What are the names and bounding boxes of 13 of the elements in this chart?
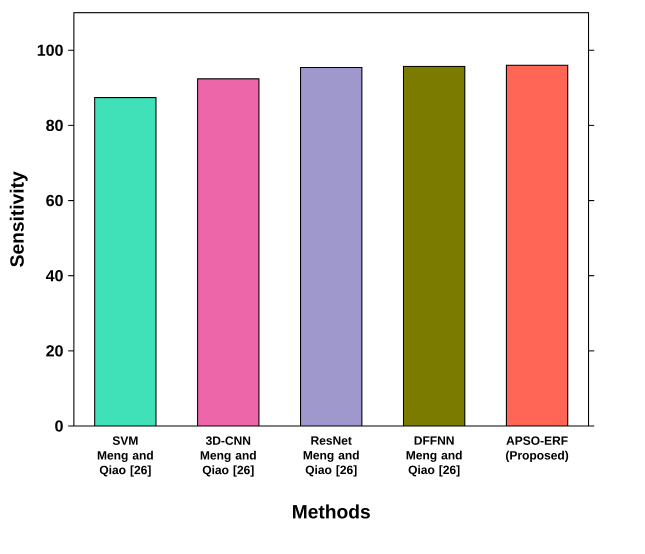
y-tick-label: 60 [46,194,63,206]
y-tick-label: 80 [46,120,63,132]
x-tick-label: SVM Meng and Qiao [26] [98,436,153,477]
x-tick-label: APSO-ERF (Proposed) [506,436,568,462]
x-tick-label: 3D-CNN Meng and Qiao [26] [200,436,256,477]
y-tick-label: 40 [46,270,63,282]
y-axis-title: Sensitivity [10,171,28,267]
x-tick-label: DFFNN Meng and Qiao [26] [406,436,462,476]
y-tick-label: 20 [46,345,63,357]
y-tick-label: 0 [55,420,63,432]
x-axis-title: Methods [293,504,370,519]
x-tick-label: ResNet Meng and Qiao [26] [304,436,359,476]
y-tick-label: 100 [38,44,63,56]
